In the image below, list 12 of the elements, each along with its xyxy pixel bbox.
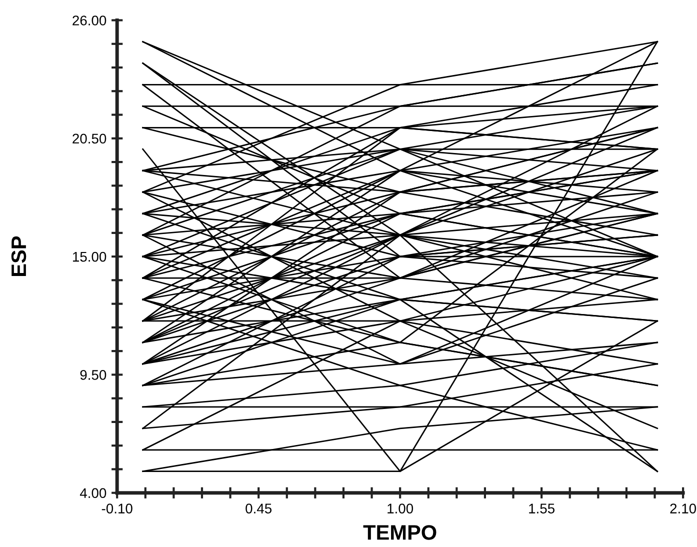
y-tick-label: 15.00: [72, 252, 106, 262]
x-tick-label: 1.55: [529, 504, 555, 514]
y-tick-label: 9.50: [80, 370, 106, 380]
x-tick-label: 0.45: [246, 504, 272, 514]
y-tick-label: 20.50: [72, 134, 106, 144]
y-tick-label: 4.00: [80, 488, 106, 498]
x-axis-title: TEMPO: [363, 525, 436, 540]
x-tick-label: 2.10: [670, 504, 696, 514]
x-tick-label: 1.00: [388, 504, 414, 514]
y-tick-label: 26.00: [72, 16, 106, 26]
y-axis-title: ESP: [11, 236, 26, 276]
x-tick-label: -0.10: [102, 504, 132, 514]
